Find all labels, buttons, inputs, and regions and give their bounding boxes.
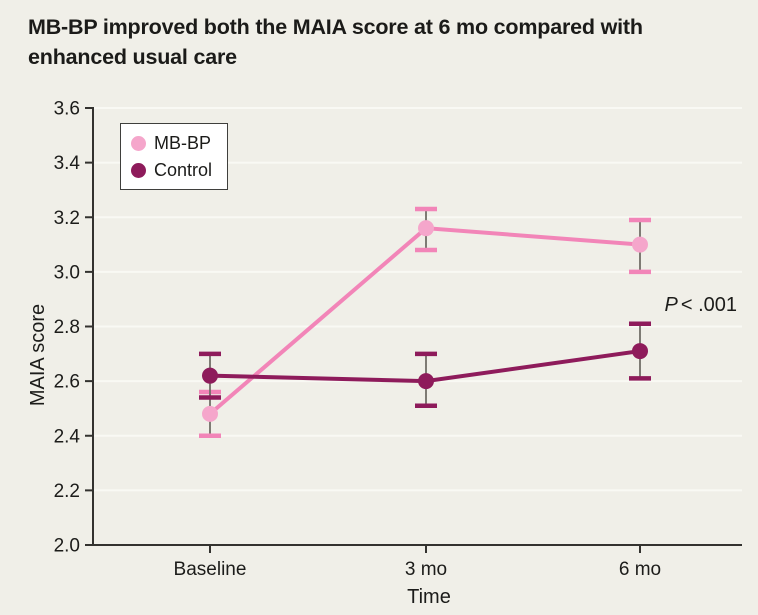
y-tick-label: 2.0 (54, 536, 80, 557)
x-tick-label: Baseline (174, 559, 247, 580)
y-tick-label: 2.4 (54, 426, 81, 447)
data-point-mb-bp-3-mo (418, 220, 434, 237)
data-point-mb-bp-baseline (202, 405, 218, 422)
legend-marker-mb-bp (131, 135, 146, 151)
p-value-symbol: P (664, 294, 678, 316)
data-point-control-3-mo (418, 373, 434, 390)
y-tick-label: 3.0 (54, 262, 80, 283)
data-series (199, 206, 651, 438)
figure-title: MB-BP improved both the MAIA score at 6 … (28, 12, 728, 72)
y-tick-label: 3.2 (54, 208, 80, 229)
legend-item-mb-bp: MB-BP (131, 131, 212, 155)
y-tick-label: 2.8 (54, 317, 80, 338)
y-tick-label: 3.6 (54, 99, 80, 120)
y-tick-label: 2.6 (54, 372, 80, 393)
legend: MB-BP Control (120, 123, 229, 190)
figure-title-line1: MB-BP improved both the MAIA score at 6 … (28, 15, 643, 39)
data-point-control-baseline (202, 367, 218, 384)
legend-label-mb-bp: MB-BP (154, 133, 212, 153)
y-tick-label: 3.4 (54, 153, 81, 174)
legend-item-control: Control (131, 158, 212, 182)
x-axis-title: Time (407, 586, 451, 608)
legend-label-control: Control (154, 160, 213, 180)
data-point-control-6-mo (632, 343, 648, 360)
y-axis-title: MAIA score (27, 304, 49, 406)
data-point-mb-bp-6-mo (632, 236, 648, 253)
x-tick-label: 3 mo (405, 559, 447, 580)
p-value-annotation: P < .001 (664, 294, 737, 316)
p-value-text: < .001 (681, 294, 737, 316)
y-tick-label: 2.2 (54, 481, 80, 502)
x-tick-label: 6 mo (619, 559, 661, 580)
figure-title-line2: enhanced usual care (28, 45, 237, 69)
legend-marker-control (131, 162, 146, 178)
axes: 2.0 2.2 2.4 2.6 2.8 3.0 3.2 3.4 3.6 Baseline 3 mo 6… (54, 99, 742, 580)
